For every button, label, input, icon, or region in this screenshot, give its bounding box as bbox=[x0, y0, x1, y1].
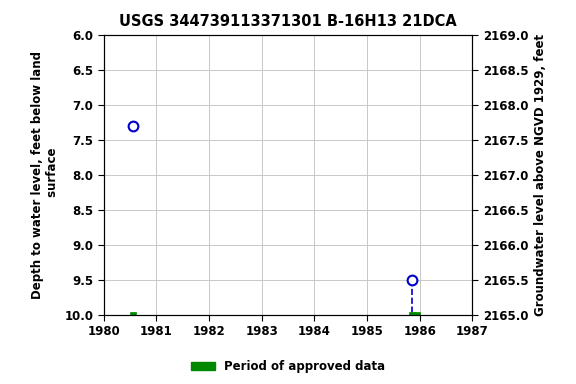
Y-axis label: Depth to water level, feet below land
 surface: Depth to water level, feet below land su… bbox=[31, 51, 59, 299]
Title: USGS 344739113371301 B-16H13 21DCA: USGS 344739113371301 B-16H13 21DCA bbox=[119, 14, 457, 29]
Legend: Period of approved data: Period of approved data bbox=[186, 356, 390, 378]
Y-axis label: Groundwater level above NGVD 1929, feet: Groundwater level above NGVD 1929, feet bbox=[534, 34, 547, 316]
